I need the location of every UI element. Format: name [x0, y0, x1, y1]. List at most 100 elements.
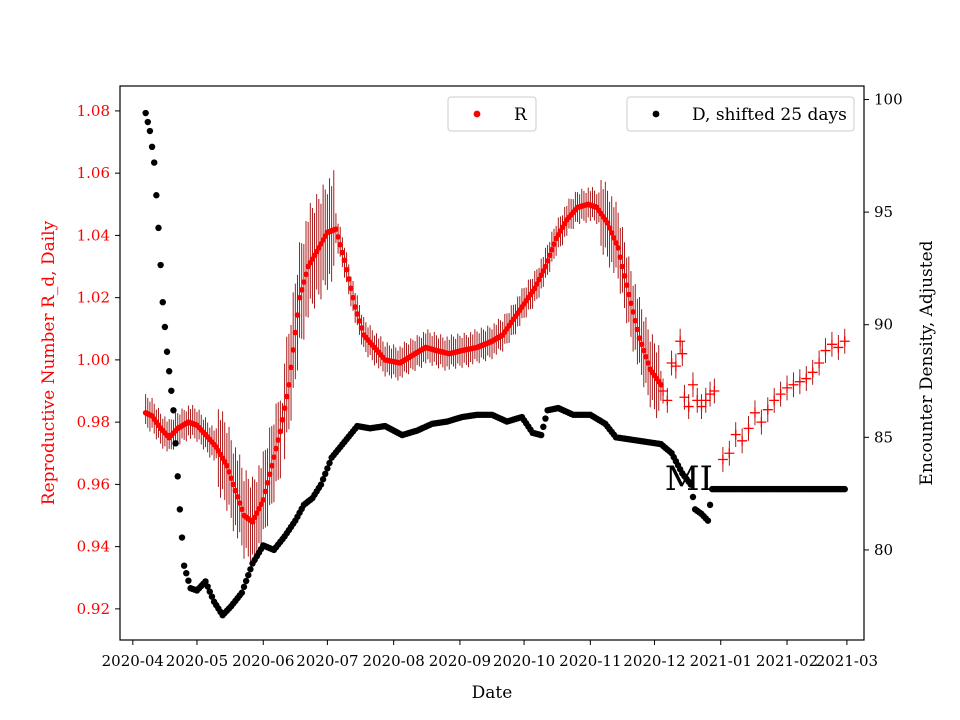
r-cross — [775, 389, 786, 400]
r-point — [621, 273, 628, 279]
left-y-tick-label: 1.08 — [77, 102, 110, 120]
r-cross — [675, 336, 686, 347]
r-point — [617, 254, 624, 260]
mi-annotation: MI — [665, 459, 713, 499]
d-point — [170, 407, 177, 414]
r-cross — [658, 386, 669, 397]
r-point — [249, 518, 256, 525]
r-point — [343, 266, 350, 273]
d-point — [163, 348, 171, 355]
x-tick-label: 2020-12 — [623, 652, 685, 670]
r-cross — [692, 395, 703, 406]
d-point — [240, 583, 248, 591]
r-point — [230, 481, 237, 488]
left-y-tick-label: 1.00 — [77, 351, 110, 369]
r-point — [239, 506, 245, 513]
plot-area — [120, 86, 864, 640]
d-point — [208, 593, 216, 600]
r-point — [335, 234, 341, 240]
d-point — [689, 493, 697, 501]
r-point — [628, 300, 634, 307]
r-cross — [687, 379, 698, 390]
right-y-tick-label: 95 — [874, 203, 893, 221]
r-point — [251, 514, 258, 521]
d-point — [174, 473, 181, 480]
r-cross — [709, 386, 720, 397]
r-cross — [756, 417, 767, 428]
r-point — [630, 309, 636, 315]
r-point — [615, 245, 621, 251]
r-point — [638, 341, 645, 348]
x-tick-label: 2021-02 — [756, 652, 818, 670]
r-cross — [717, 454, 728, 465]
d-point — [704, 517, 712, 524]
d-point — [172, 440, 179, 447]
r-series-crosses — [658, 328, 850, 472]
r-point — [645, 360, 651, 366]
x-tick-label: 2020-11 — [559, 652, 621, 670]
r-point — [281, 405, 288, 411]
d-point — [202, 578, 209, 585]
left-y-tick-label: 1.06 — [77, 164, 110, 182]
right-y-tick-label: 80 — [874, 541, 893, 559]
r-point — [260, 497, 267, 503]
r-point — [640, 347, 647, 354]
r-point — [345, 276, 352, 282]
d-point — [142, 109, 149, 117]
d-point — [183, 569, 190, 577]
r-cross — [730, 429, 741, 440]
r-cross — [670, 361, 681, 372]
r-cross — [833, 342, 844, 353]
r-point — [273, 445, 279, 452]
r-cross — [679, 392, 690, 403]
r-point — [292, 329, 299, 336]
r-point — [286, 381, 292, 388]
left-y-axis: 0.92 0.94 0.96 0.98 1.00 1.02 1.04 1.06 1.08 — [77, 102, 120, 618]
r-cross — [762, 404, 773, 415]
r-point — [643, 353, 649, 360]
r-cross — [794, 376, 805, 387]
d-point — [176, 506, 184, 513]
r-point — [354, 311, 361, 317]
r-point — [358, 325, 365, 331]
r-point — [298, 287, 305, 293]
x-tick-label: 2020-04 — [102, 652, 164, 670]
d-point — [242, 577, 250, 585]
r-point — [540, 268, 547, 274]
r-point — [531, 285, 538, 292]
r-point — [275, 437, 282, 443]
r-point — [226, 469, 232, 475]
d-point — [168, 387, 175, 394]
r-cross — [737, 435, 748, 446]
r-cross — [700, 395, 711, 406]
right-y-tick-label: 85 — [874, 428, 893, 446]
r-point — [279, 417, 286, 423]
r-series — [142, 201, 664, 525]
r-point — [626, 291, 632, 298]
r-point — [337, 241, 344, 248]
d-point — [540, 423, 547, 431]
legend-d-label: D, shifted 25 days — [692, 105, 847, 125]
r-point — [536, 276, 542, 283]
r-point — [350, 294, 356, 301]
r-point — [224, 462, 230, 469]
r-point — [623, 282, 630, 288]
r-point — [339, 249, 346, 256]
d-point — [247, 566, 254, 573]
d-point — [157, 261, 164, 269]
x-tick-label: 2020-08 — [362, 652, 424, 670]
r-point — [352, 304, 358, 310]
r-point — [551, 241, 557, 247]
d-point — [326, 459, 333, 467]
right-y-axis-label: Encounter Density, Adjusted — [917, 240, 937, 485]
r-point — [228, 475, 234, 481]
d-point — [537, 431, 545, 439]
d-point — [165, 368, 173, 375]
r-point — [549, 246, 555, 253]
x-tick-label: 2020-10 — [493, 652, 555, 670]
r-point — [534, 281, 540, 287]
r-cross — [683, 401, 694, 412]
d-point — [159, 298, 166, 306]
r-point — [301, 279, 307, 285]
